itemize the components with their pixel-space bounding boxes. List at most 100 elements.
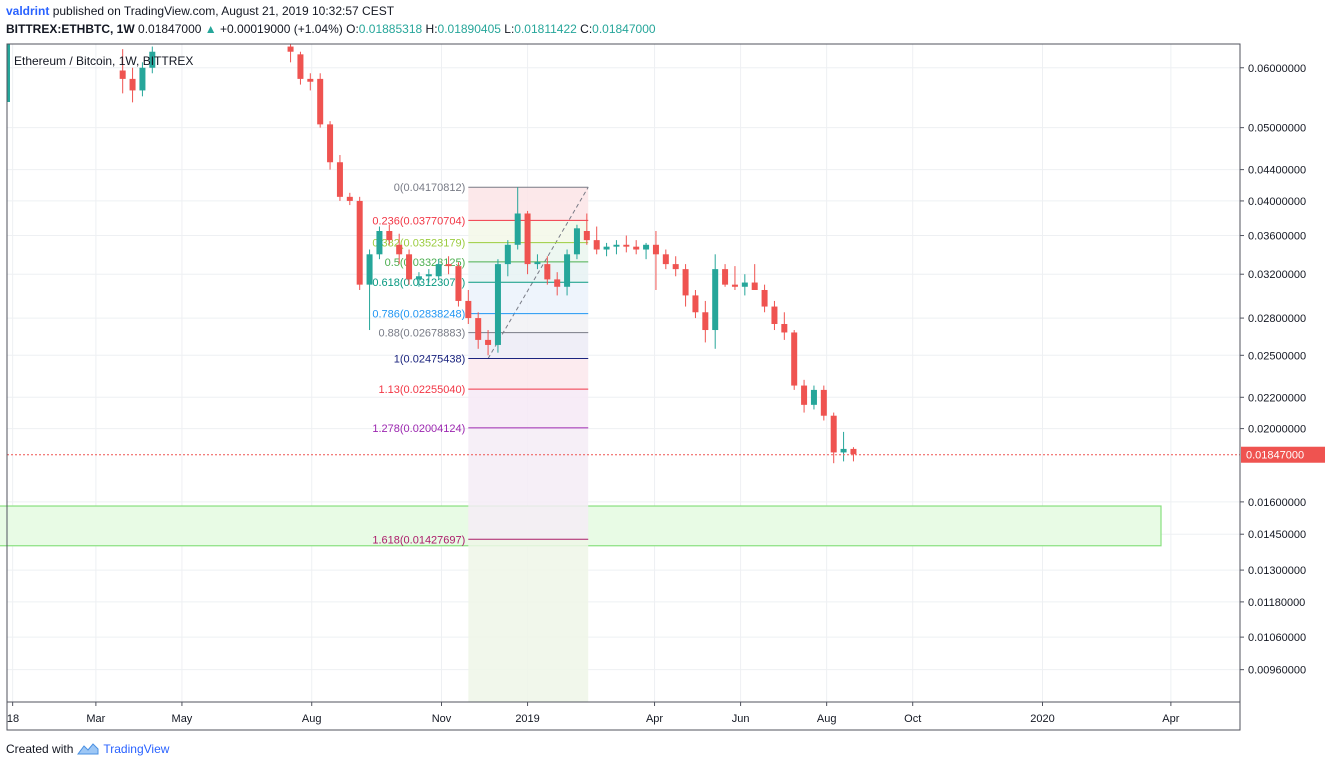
candle-body (534, 262, 541, 265)
price-change: +0.00019000 (+1.04%) (220, 22, 343, 36)
candle-body (692, 295, 699, 313)
candle-body (376, 231, 383, 255)
candle-body (356, 200, 363, 285)
fib-band (468, 389, 589, 428)
candle-body (751, 282, 758, 290)
series-legend: Ethereum / Bitcoin, 1W, BITTREX (14, 54, 193, 68)
y-tick-label: 0.02500000 (1248, 350, 1306, 362)
publish-info: valdrint published on TradingView.com, A… (6, 4, 394, 18)
x-tick-label: Oct (904, 713, 921, 725)
y-tick-label: 0.03200000 (1248, 269, 1306, 281)
x-tick-label: Mar (86, 713, 105, 725)
y-tick-label: 0.06000000 (1248, 63, 1306, 75)
candle-body (633, 246, 640, 250)
candle-body (396, 244, 403, 255)
grid (7, 44, 1240, 702)
x-tick-label: May (172, 713, 193, 725)
y-tick-label: 0.04400000 (1248, 165, 1306, 177)
fib-level-label: 1.13(0.02255040) (378, 384, 465, 396)
candle-body (564, 254, 571, 287)
y-tick-label: 0.02800000 (1248, 313, 1306, 325)
close-value: 0.01847000 (592, 22, 656, 36)
x-tick-label: 2020 (1030, 713, 1054, 725)
ohlc-info: BITTREX:ETHBTC, 1W 0.01847000 ▲ +0.00019… (6, 22, 656, 36)
candle-body (603, 246, 610, 250)
candle-body (810, 389, 817, 405)
candle-body (406, 254, 413, 280)
candle-body (840, 448, 847, 453)
fib-band (468, 427, 589, 540)
current-price-tag (1241, 446, 1325, 463)
candle-body (425, 274, 432, 277)
y-tick-label: 0.01060000 (1248, 632, 1306, 644)
y-tick-label: 0.02200000 (1248, 392, 1306, 404)
candle-body (662, 254, 669, 265)
candle-body (297, 54, 304, 79)
candle-body (583, 231, 590, 241)
candle-body (554, 279, 561, 287)
candle-body (712, 269, 719, 331)
candle-body (485, 339, 492, 345)
candle-body (573, 228, 580, 255)
candle-body (514, 213, 521, 245)
candle-body (850, 448, 857, 455)
plot-area[interactable] (7, 44, 1240, 702)
x-tick-label: Aug (817, 713, 837, 725)
tradingview-brand[interactable]: TradingView (103, 742, 170, 756)
candle-body (781, 323, 788, 333)
candle-body (613, 244, 620, 247)
candle-body (494, 264, 501, 345)
y-tick-label: 0.01450000 (1248, 529, 1306, 541)
candle-body (327, 124, 334, 163)
candle-body (593, 240, 600, 250)
x-tick-label: Apr (646, 713, 663, 725)
open-value: 0.01885318 (358, 22, 423, 36)
candle-body (731, 284, 738, 287)
high-value: 0.01890405 (437, 22, 501, 36)
author-name[interactable]: valdrint (6, 4, 50, 18)
close-label: C: (580, 22, 593, 36)
candle-body (7, 44, 10, 102)
fib-band (468, 358, 589, 390)
fib-level-label: 0.382(0.03523179) (372, 238, 465, 250)
fib-level-label: 0.236(0.03770704) (372, 215, 465, 227)
candle-body (287, 46, 294, 52)
candle-body (386, 231, 393, 241)
fib-level-label: 1.278(0.02004124) (372, 423, 465, 435)
current-price-label: 0.01847000 (1246, 450, 1304, 462)
candle-body (643, 244, 650, 250)
up-arrow-icon: ▲ (204, 22, 217, 36)
fib-band (468, 313, 589, 333)
candle-body (722, 269, 729, 285)
candle-body (149, 51, 156, 68)
low-value: 0.01811422 (514, 22, 577, 36)
candle-body (465, 300, 472, 319)
x-tick-label: 18 (7, 713, 19, 725)
high-label: H: (425, 22, 438, 36)
fib-band (468, 261, 589, 283)
low-label: L: (504, 22, 515, 36)
candle-body (317, 78, 324, 125)
candle-body (415, 276, 422, 280)
candle-body (504, 244, 511, 265)
candle-body (830, 415, 837, 453)
candle-body (791, 332, 798, 386)
footer: Created with TradingView (6, 742, 169, 756)
fib-band (468, 332, 589, 359)
x-tick-label: 2019 (515, 713, 539, 725)
candle-body (119, 70, 126, 79)
fib-trend-line (487, 186, 589, 359)
candles (7, 44, 857, 464)
candle-body (524, 213, 531, 265)
y-tick-label: 0.01180000 (1248, 597, 1305, 609)
y-tick-label: 0.02000000 (1248, 424, 1306, 436)
candle-body (346, 196, 353, 201)
candle-body (652, 244, 659, 255)
fib-level-label: 1(0.02475438) (394, 354, 466, 366)
x-tick-label: Nov (432, 713, 452, 725)
candle-body (307, 78, 314, 82)
tradingview-logo-icon (77, 743, 99, 755)
candle-body (702, 312, 709, 331)
axes: 0.06000000 0.05000000 0.04400000 0.04000000… (6, 43, 1325, 731)
